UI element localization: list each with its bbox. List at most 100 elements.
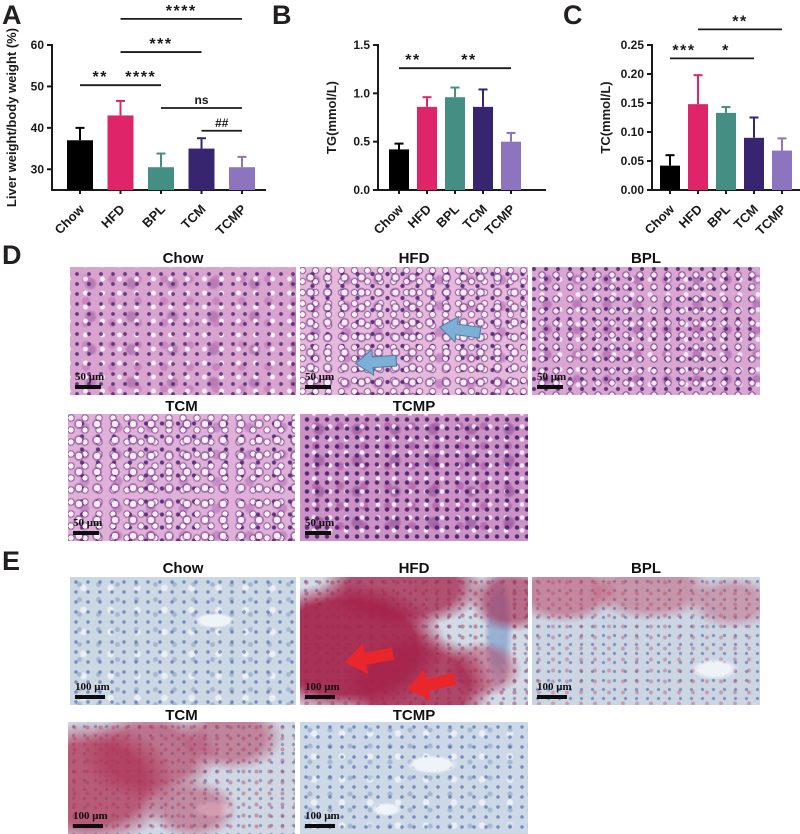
x-category-label: TCM (178, 202, 209, 233)
scale-bar: 100 μm (305, 682, 340, 699)
bar-hfd (417, 106, 437, 190)
scale-bar: 100 μm (305, 811, 340, 828)
scale-bar-label: 100 μm (75, 681, 110, 693)
bar-tcmp (772, 150, 792, 190)
bar-bpl (445, 97, 465, 190)
micrograph-title: Chow (162, 250, 204, 267)
micrograph-oro-chow: 100 μm (70, 577, 296, 705)
y-tick-label: 50 (31, 79, 45, 93)
scale-bar-label: 50 μm (305, 517, 335, 529)
scale-bar-line (73, 824, 103, 828)
micrograph-title: HFD (398, 250, 430, 267)
scale-bar-line (305, 385, 331, 389)
significance-label: ** (461, 52, 476, 69)
bar-bpl (148, 167, 174, 190)
bar-tcm (188, 148, 215, 190)
scale-bar: 50 μm (305, 518, 334, 535)
x-category-label: HFD (405, 202, 434, 231)
bar-tcmp (501, 141, 521, 190)
x-category-label: BPL (704, 201, 733, 230)
micrograph-title: BPL (631, 250, 661, 267)
scale-bar: 100 μm (75, 682, 110, 699)
x-category-label: Chow (641, 201, 677, 237)
significance-label: ns (194, 93, 208, 107)
x-category-label: HFD (98, 202, 127, 231)
scale-bar-line (75, 385, 101, 389)
significance-label: **** (125, 69, 156, 86)
x-category-label: HFD (676, 202, 705, 231)
scale-bar: 50 μm (73, 518, 102, 535)
lipid-arrow-icon (407, 669, 457, 701)
steatosis-arrow-icon (438, 315, 482, 344)
micrograph-he-tcmp: 50 μm (300, 414, 528, 541)
bar-hfd (107, 115, 134, 190)
micrograph-title: TCMP (392, 398, 436, 415)
scale-bar-line (75, 695, 105, 699)
y-tick-label: 0.15 (621, 96, 645, 110)
micrograph-he-chow: 50 μm (70, 267, 296, 395)
x-category-label: Chow (51, 201, 87, 237)
bar-chart-liver-weight: 30 40 50 60 Liver weight/body weight (%) Chow… (4, 3, 266, 238)
scale-bar: 100 μm (537, 682, 572, 699)
x-category-label: BPL (139, 201, 168, 230)
bar-chow (67, 140, 93, 190)
scale-bar-label: 100 μm (305, 681, 340, 693)
y-axis-label: TC(mmol/L) (598, 81, 613, 153)
bar-chow (660, 165, 680, 190)
y-tick-label: 0.0 (353, 183, 370, 197)
panel-letter-d: D (2, 240, 22, 270)
scale-bar-label: 100 μm (73, 810, 108, 822)
micrograph-oro-tcm: 100 μm (68, 722, 295, 834)
scale-bar: 50 μm (537, 372, 566, 389)
x-category-label: TCMP (752, 201, 789, 238)
significance-label: ** (93, 69, 108, 86)
scale-bar-label: 50 μm (73, 517, 103, 529)
significance-label: * (722, 42, 730, 59)
micrograph-title: TCMP (392, 707, 436, 724)
y-tick-label: 0.20 (621, 67, 645, 81)
scale-bar-label: 50 μm (537, 371, 567, 383)
micrograph-title: TCM (165, 398, 198, 415)
panel-letter-a: A (2, 0, 22, 30)
bar-bpl (716, 112, 736, 190)
y-tick-label: 60 (31, 38, 45, 52)
scale-bar-label: 100 μm (305, 810, 340, 822)
bar-tcmp (229, 167, 255, 190)
scale-bar-line (305, 531, 331, 535)
micrograph-oro-hfd: 100 μm (300, 577, 528, 705)
y-tick-label: 40 (31, 121, 45, 135)
lipid-arrow-icon (345, 643, 394, 675)
x-category-label: BPL (433, 201, 462, 230)
micrograph-title: HFD (398, 560, 430, 577)
bar-chart-tc: 0.00 0.05 0.10 0.15 0.20 0.25 TC(mmol/L) ChowHF… (598, 13, 800, 238)
bar-tcm (473, 106, 493, 190)
bar-tcm (744, 137, 764, 190)
micrograph-he-tcm: 50 μm (68, 414, 295, 541)
micrograph-oro-tcmp: 100 μm (300, 722, 528, 834)
micrograph-he-hfd: 50 μm (300, 267, 528, 395)
scale-bar: 50 μm (305, 372, 334, 389)
significance-label: *** (672, 42, 695, 59)
y-tick-label: 0.25 (621, 38, 645, 52)
scale-bar-line (305, 695, 335, 699)
scale-bar-label: 100 μm (537, 681, 572, 693)
x-category-label: TCMP (481, 201, 518, 238)
x-category-label: Chow (370, 201, 406, 237)
bar-hfd (688, 104, 708, 190)
y-axis-label: TG(mmol/L) (324, 81, 339, 154)
panel-letter-e: E (2, 546, 21, 576)
significance-label: *** (149, 36, 172, 53)
scale-bar-line (537, 385, 563, 389)
x-category-label: TCMP (212, 201, 249, 238)
y-axis-label: Liver weight/body weight (%) (4, 28, 19, 207)
bar-chow (389, 149, 409, 190)
significance-label: ## (215, 116, 229, 130)
y-tick-label: 1.5 (353, 38, 370, 52)
scale-bar-label: 50 μm (75, 371, 105, 383)
y-tick-label: 0.10 (621, 125, 645, 139)
y-tick-label: 1.0 (353, 86, 370, 100)
y-tick-label: 30 (31, 162, 45, 176)
panel-letter-c: C (563, 0, 583, 30)
